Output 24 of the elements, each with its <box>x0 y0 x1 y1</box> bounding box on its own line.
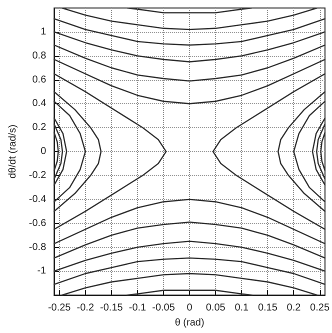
x-axis-title: θ (rad) <box>174 318 204 328</box>
x-tick-label: 0.1 <box>234 302 250 314</box>
y-axis-title: dθ/dt (rad/s) <box>8 124 18 179</box>
y-tick-label: -0.8 <box>28 242 47 253</box>
x-tick-label: -0.2 <box>76 302 94 314</box>
y-tick-label: 1 <box>40 26 47 38</box>
x-tick-label: 0.25 <box>310 302 330 314</box>
y-tick-label: -0.2 <box>28 170 47 181</box>
y-tick-label: 0.6 <box>32 74 47 86</box>
x-tick-label: -0.1 <box>128 302 147 314</box>
x-tick-label: -0.15 <box>100 302 124 314</box>
x-tick-label: 0 <box>186 302 193 314</box>
x-tick-label: -0.25 <box>48 302 72 314</box>
x-tick-label: 0.2 <box>286 302 302 314</box>
y-tick-label: -0.6 <box>28 218 47 229</box>
y-tick-label: 0.8 <box>32 50 47 62</box>
y-tick-label: -0.4 <box>28 194 47 205</box>
x-tick-label: 0.15 <box>258 302 278 314</box>
x-tick-label: -0.05 <box>152 302 176 314</box>
y-tick-label: 0.2 <box>32 122 47 134</box>
y-tick-label: 0 <box>40 146 47 158</box>
y-tick-label: -1 <box>37 266 47 277</box>
x-tick-label: 0.05 <box>206 302 226 314</box>
y-tick-label: 0.4 <box>32 98 47 110</box>
